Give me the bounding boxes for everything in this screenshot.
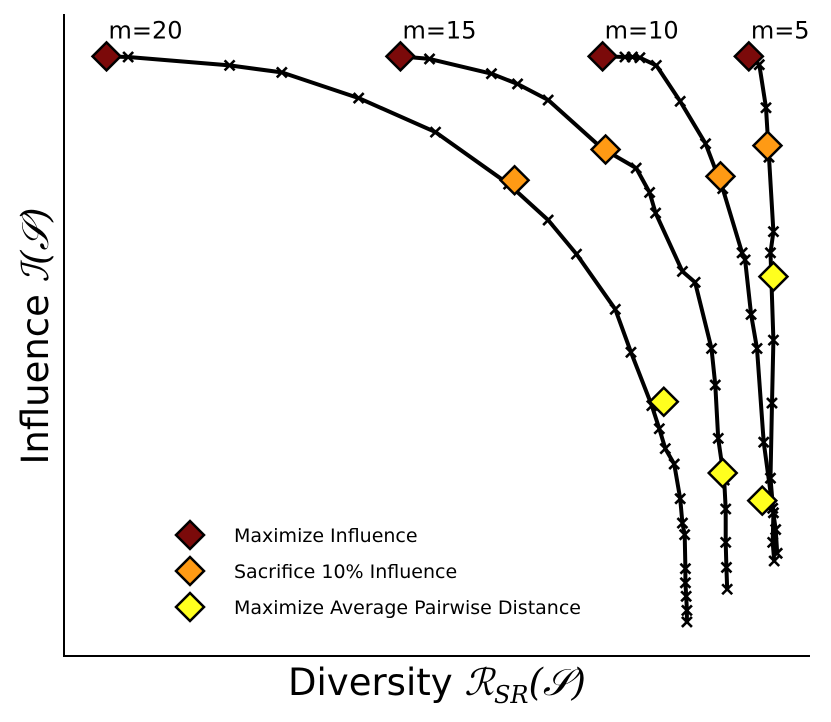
series-label-m-5: m=5 bbox=[751, 16, 810, 44]
data-point-m-20 bbox=[678, 528, 691, 541]
data-point-m-15 bbox=[630, 162, 643, 174]
data-point-m-10 bbox=[745, 308, 757, 321]
data-point-m-10 bbox=[674, 95, 687, 108]
data-point-m-15 bbox=[423, 53, 436, 65]
legend-label-sacrifice-10-influence: Sacrifice 10% Influence bbox=[234, 561, 457, 583]
data-point-m-20 bbox=[275, 66, 288, 79]
data-point-m-15 bbox=[712, 432, 725, 445]
y-axis-title-text: Influence bbox=[14, 294, 57, 464]
data-point-m-5 bbox=[760, 101, 772, 114]
legend-label-maximize-influence: Maximize Influence bbox=[234, 525, 418, 547]
data-point-m-20 bbox=[676, 517, 689, 530]
data-point-m-15 bbox=[720, 561, 733, 574]
y-axis-title-math: ℐ(𝒮) bbox=[14, 207, 57, 282]
x-axis-title-text: Diversity bbox=[288, 661, 453, 704]
x-axis-title: Diversity ℛSR(𝒮) bbox=[288, 661, 586, 709]
marker-sacrifice-10pct-m-5 bbox=[751, 129, 784, 162]
data-point-m-15 bbox=[542, 94, 555, 106]
data-point-m-20 bbox=[674, 492, 687, 505]
marker-max-apd-m-10 bbox=[746, 484, 779, 517]
data-point-m-15 bbox=[721, 583, 734, 596]
data-point-m-15 bbox=[511, 78, 524, 90]
series-label-m-15: m=15 bbox=[402, 16, 476, 44]
data-point-m-5 bbox=[766, 536, 779, 549]
marker-max-influence-m-20 bbox=[90, 40, 123, 73]
marker-max-influence-m-10 bbox=[586, 40, 619, 73]
series-line-m-5 bbox=[746, 54, 777, 563]
data-point-m-5 bbox=[767, 225, 780, 238]
x-axis-math-symbol: ℛ bbox=[464, 661, 496, 704]
data-point-m-20 bbox=[659, 442, 672, 455]
data-point-m-20 bbox=[653, 422, 666, 435]
marker-sacrifice-10pct-m-20 bbox=[498, 164, 531, 197]
data-point-m-15 bbox=[676, 265, 689, 278]
data-point-m-5 bbox=[768, 555, 781, 567]
marker-sacrifice-10pct-m-10 bbox=[704, 160, 737, 193]
data-point-m-5 bbox=[764, 472, 777, 485]
data-point-m-15 bbox=[705, 342, 718, 355]
data-point-m-10 bbox=[751, 342, 763, 355]
data-point-m-15 bbox=[719, 536, 732, 549]
data-point-m-20 bbox=[680, 590, 693, 603]
data-point-m-10 bbox=[650, 59, 663, 72]
data-point-m-20 bbox=[429, 126, 442, 139]
data-point-m-20 bbox=[680, 616, 693, 628]
series-labels: m=20 m=15 m=10 m=5 bbox=[109, 16, 810, 44]
series-label-m-20: m=20 bbox=[109, 16, 183, 44]
series-line-m-15 bbox=[398, 54, 730, 592]
data-point-m-20 bbox=[680, 604, 693, 617]
data-point-m-15 bbox=[643, 186, 656, 199]
data-point-m-15 bbox=[485, 67, 498, 80]
legend-swatch-maximize-influence bbox=[174, 519, 206, 551]
data-point-m-10 bbox=[757, 436, 770, 449]
marker-max-apd-m-5 bbox=[757, 260, 790, 293]
series-markers bbox=[90, 40, 790, 517]
data-point-m-5 bbox=[764, 246, 777, 259]
data-point-m-10 bbox=[736, 246, 749, 259]
x-axis-math-argument: (𝒮) bbox=[528, 661, 586, 704]
x-axis-title-math: ℛSR(𝒮) bbox=[464, 661, 586, 709]
y-axis-title: Influence ℐ(𝒮) bbox=[14, 207, 57, 464]
data-point-m-15 bbox=[649, 207, 662, 219]
data-point-m-20 bbox=[570, 248, 583, 261]
data-point-m-5 bbox=[767, 334, 780, 347]
data-point-m-10 bbox=[739, 253, 752, 266]
series-lines bbox=[100, 50, 784, 628]
data-point-m-20 bbox=[679, 576, 692, 589]
data-point-m-15 bbox=[689, 276, 702, 289]
marker-max-influence-m-5 bbox=[733, 40, 765, 73]
data-point-m-20 bbox=[122, 51, 135, 63]
legend-label-maximize-average-pairwise-distance: Maximize Average Pairwise Distance bbox=[234, 597, 581, 619]
data-point-m-20 bbox=[223, 59, 236, 72]
data-point-m-20 bbox=[542, 214, 555, 227]
legend-swatch-sacrifice-10-influence bbox=[174, 555, 206, 587]
marker-max-apd-m-15 bbox=[706, 457, 739, 489]
marker-max-influence-m-15 bbox=[384, 40, 417, 73]
marker-max-apd-m-20 bbox=[648, 386, 680, 418]
data-point-m-20 bbox=[625, 346, 637, 359]
data-point-m-10 bbox=[699, 137, 712, 150]
data-point-m-10 bbox=[633, 51, 646, 64]
series-label-m-10: m=10 bbox=[605, 16, 679, 44]
data-point-m-20 bbox=[352, 92, 365, 105]
data-point-m-5 bbox=[767, 506, 780, 519]
data-point-m-20 bbox=[609, 303, 622, 316]
data-point-m-15 bbox=[719, 503, 732, 515]
legend: Maximize Influence Sacrifice 10% Influenc… bbox=[174, 519, 581, 623]
legend-swatch-maximize-average-pairwise-distance bbox=[174, 591, 206, 623]
series-line-m-10 bbox=[600, 54, 780, 556]
data-point-m-20 bbox=[668, 458, 681, 470]
x-axis-math-subscript: SR bbox=[494, 681, 529, 709]
marker-sacrifice-10pct-m-15 bbox=[589, 133, 622, 166]
data-point-m-20 bbox=[679, 562, 692, 575]
data-point-m-5 bbox=[766, 397, 778, 409]
data-point-m-15 bbox=[709, 379, 722, 391]
